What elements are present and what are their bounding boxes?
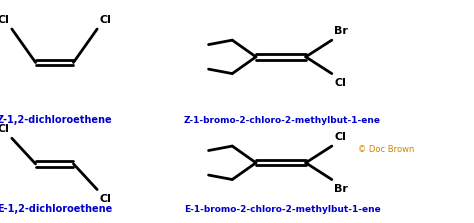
Text: Cl: Cl xyxy=(334,78,346,88)
Text: E-1,2-dichloroethene: E-1,2-dichloroethene xyxy=(0,204,112,214)
Text: Cl: Cl xyxy=(100,194,111,204)
Text: Br: Br xyxy=(334,184,348,194)
Text: © Doc Brown: © Doc Brown xyxy=(358,145,414,154)
Text: Cl: Cl xyxy=(0,124,9,134)
Text: Cl: Cl xyxy=(334,132,346,142)
Text: E-1-bromo-2-chloro-2-methylbut-1-ene: E-1-bromo-2-chloro-2-methylbut-1-ene xyxy=(183,205,381,214)
Text: Z-1-bromo-2-chloro-2-methylbut-1-ene: Z-1-bromo-2-chloro-2-methylbut-1-ene xyxy=(183,116,381,125)
Text: Cl: Cl xyxy=(100,14,111,25)
Text: Z-1,2-dichloroethene: Z-1,2-dichloroethene xyxy=(0,115,112,125)
Text: Cl: Cl xyxy=(0,14,9,25)
Text: Br: Br xyxy=(334,26,348,36)
